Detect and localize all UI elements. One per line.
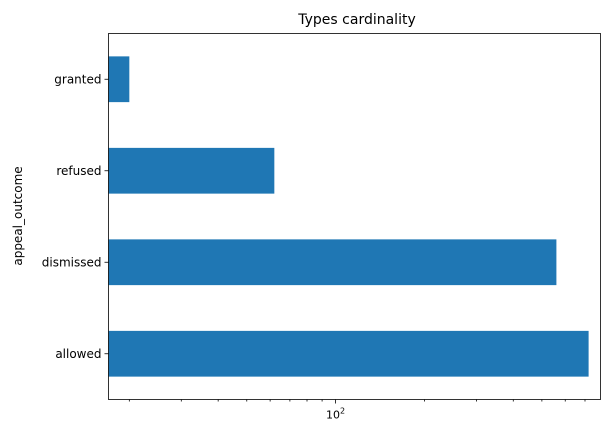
category-labels: allowed dismissed refused granted [42,72,109,361]
category-label-allowed: allowed [55,347,101,361]
bars-group [108,56,589,377]
x-tick-label: 102 [326,407,345,422]
x-tick-label-base: 10 [326,409,340,422]
chart-title: Types cardinality [297,12,415,28]
category-label-dismissed: dismissed [42,255,102,269]
plot-frame [108,33,601,400]
bar-granted [108,56,130,103]
x-tick-label-exponent: 2 [340,407,345,416]
category-label-refused: refused [56,164,101,178]
bar-dismissed [108,239,557,286]
category-label-granted: granted [54,72,101,86]
bar-allowed [108,330,589,377]
bar-refused [108,147,275,194]
y-axis-label: appeal_outcome [11,166,25,265]
x-axis-ticks: 102 [128,399,586,422]
